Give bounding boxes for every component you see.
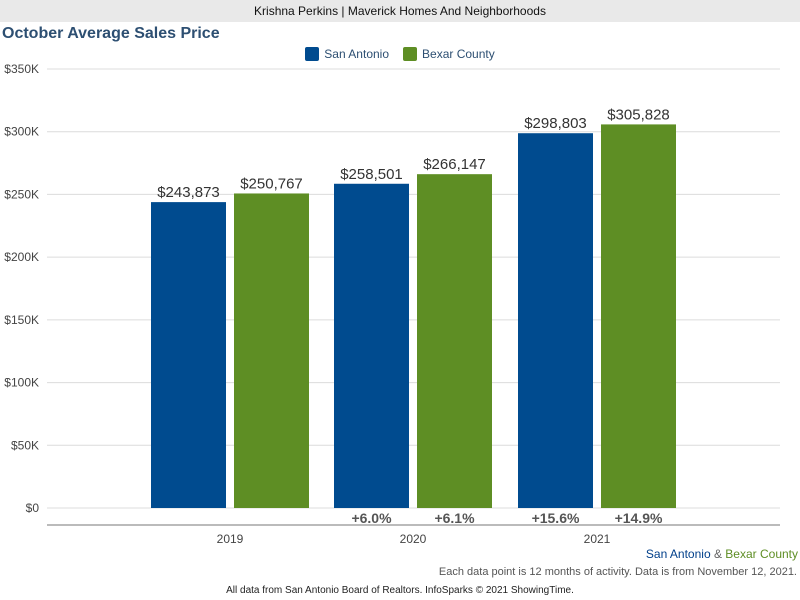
y-tick-label: $350K — [4, 62, 39, 76]
bar-bexar-county[interactable] — [601, 124, 676, 509]
percent-change-label: +6.1% — [434, 510, 475, 526]
agent-header-bar: Krishna Perkins | Maverick Homes And Nei… — [0, 0, 800, 22]
chart-plot-area: $0 $50K $100K $150K $200K $250K $300K $350K $243… — [4, 62, 780, 546]
x-tick-label: 2021 — [584, 532, 611, 546]
legend-label-bexar-county: Bexar County — [422, 47, 495, 61]
percent-change-label: +6.0% — [351, 510, 392, 526]
agent-header-text: Krishna Perkins | Maverick Homes And Nei… — [254, 4, 546, 18]
bar-san-antonio[interactable] — [151, 202, 226, 508]
bar-value-label: $266,147 — [423, 156, 486, 173]
bar-value-label: $258,501 — [340, 166, 403, 183]
y-tick-label: $50K — [11, 438, 39, 452]
y-tick-label: $300K — [4, 125, 39, 139]
x-tick-label: 2019 — [217, 532, 244, 546]
y-tick-label: $0 — [26, 501, 40, 515]
series-caption-first: San Antonio — [645, 547, 711, 561]
bar-san-antonio[interactable] — [334, 183, 409, 509]
bar-value-label: $250,767 — [240, 175, 303, 192]
series-caption-second: Bexar County — [725, 547, 798, 561]
legend-swatch-san-antonio — [305, 47, 320, 61]
bar-value-label: $305,828 — [607, 106, 670, 123]
percent-change-label: +14.9% — [615, 510, 663, 526]
series-caption-amp: & — [710, 547, 726, 561]
legend-item-bexar-county[interactable]: Bexar County — [403, 47, 495, 61]
legend-swatch-bexar-county — [403, 47, 418, 61]
y-tick-label: $250K — [4, 187, 39, 201]
data-note: Each data point is 12 months of activity… — [438, 566, 797, 578]
y-tick-label: $100K — [4, 376, 39, 390]
bar-value-label: $298,803 — [524, 115, 587, 132]
x-tick-label: 2020 — [400, 532, 427, 546]
bar-san-antonio[interactable] — [518, 133, 593, 508]
bar-bexar-county[interactable] — [417, 174, 492, 509]
legend-item-san-antonio[interactable]: San Antonio — [305, 47, 389, 61]
legend-label-san-antonio: San Antonio — [324, 47, 390, 61]
bar-bexar-county[interactable] — [234, 193, 309, 508]
chart-title: October Average Sales Price — [2, 25, 220, 42]
source-footer: All data from San Antonio Board of Realt… — [226, 585, 574, 596]
y-tick-label: $150K — [4, 313, 39, 327]
chart-legend: San Antonio Bexar County — [0, 45, 800, 63]
bar-value-label: $243,873 — [157, 184, 220, 201]
series-caption: San Antonio & Bexar County — [646, 547, 798, 561]
y-tick-label: $200K — [4, 250, 39, 264]
percent-change-label: +15.6% — [532, 510, 580, 526]
